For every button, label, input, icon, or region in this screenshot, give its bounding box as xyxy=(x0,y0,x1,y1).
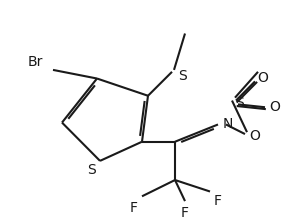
Text: S: S xyxy=(178,69,187,83)
Text: Br: Br xyxy=(27,55,43,69)
Text: N: N xyxy=(223,118,233,131)
Text: F: F xyxy=(214,194,222,208)
Text: F: F xyxy=(130,201,138,215)
Text: F: F xyxy=(181,206,189,220)
Text: S: S xyxy=(235,96,244,110)
Text: O: O xyxy=(257,70,268,85)
Text: S: S xyxy=(88,164,96,177)
Text: O: O xyxy=(249,129,260,143)
Text: O: O xyxy=(269,100,280,114)
